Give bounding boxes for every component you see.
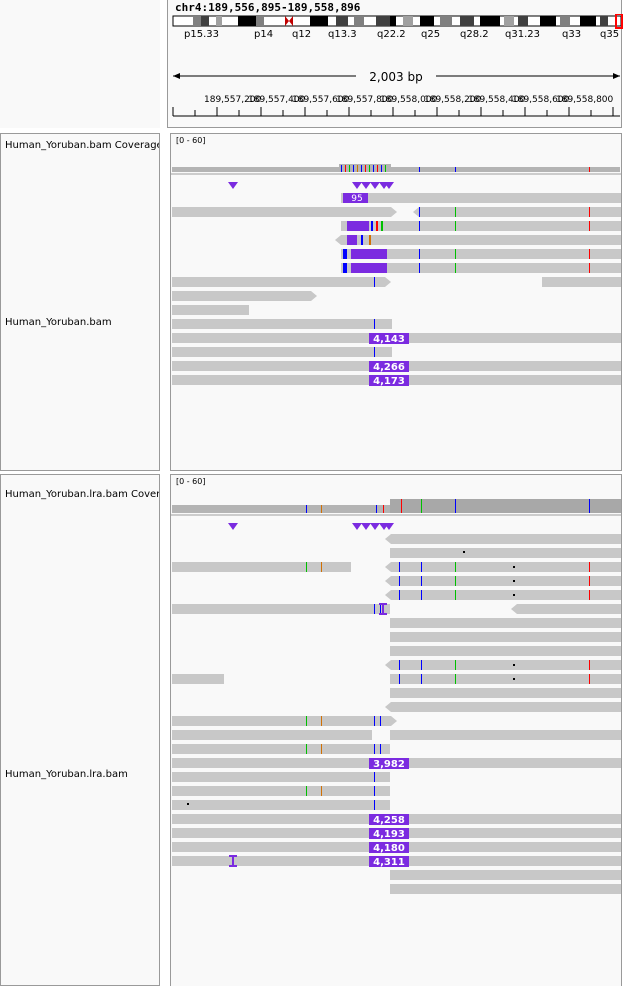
tick-label: 189,558,600: [512, 95, 570, 105]
track1-range-label: [0 - 60]: [176, 136, 206, 145]
track2-insertion-labels: 3,982 4,258 4,193 4,180 4,311: [369, 758, 409, 868]
chrom-marker: [615, 14, 623, 29]
track1-insertion-labels: 95 4,143 4,266 4,173: [346, 193, 409, 387]
ruler[interactable]: 2,003 bp 189,557,200 189,557,400 189,557…: [168, 60, 623, 120]
track1-view[interactable]: 95 4,143 4,266 4,173: [171, 134, 621, 470]
band-label: p15.33: [184, 29, 219, 40]
track1-data-panel[interactable]: [0 - 60]: [170, 133, 622, 471]
tick-label: 189,558,200: [424, 95, 482, 105]
band-label: q35: [600, 29, 619, 40]
track1-reads: [172, 193, 621, 385]
track2-insertion-markers: [228, 523, 394, 530]
track2-coverage-name[interactable]: Human_Yoruban.lra.bam Coverage: [5, 489, 159, 500]
band-label: q28.2: [460, 29, 489, 40]
insertion-label: 4,143: [373, 334, 405, 345]
insertion-label: 3,982: [373, 759, 405, 770]
track2-view[interactable]: 3,982 4,258 4,193 4,180 4,311: [171, 475, 621, 987]
insertion-label: 4,173: [373, 376, 405, 387]
band-label: q31.23: [505, 29, 540, 40]
track2-mismatches: [187, 551, 590, 810]
track1-alignment-name[interactable]: Human_Yoruban.bam: [5, 317, 112, 328]
insertion-label: 4,266: [373, 362, 405, 373]
tick-label: 189,557,600: [292, 95, 350, 105]
tick-label: 189,558,800: [556, 95, 614, 105]
insertion-label: 4,180: [373, 843, 405, 854]
locus-label: chr4:189,556,895-189,558,896: [175, 1, 361, 14]
track1-name-panel: [0, 133, 160, 471]
ruler-tick-labels: 189,557,200 189,557,400 189,557,600 189,…: [204, 95, 614, 105]
tick-label: 189,557,800: [336, 95, 394, 105]
band-label: q33: [562, 29, 581, 40]
tick-label: 189,557,200: [204, 95, 262, 105]
track2-name-panel: [0, 474, 160, 986]
track2-small-insertions: [229, 603, 387, 867]
band-label: q22.2: [377, 29, 406, 40]
track2-reads: [172, 534, 621, 894]
insertion-label: 4,193: [373, 829, 405, 840]
track1-coverage: [172, 164, 620, 172]
track2-range-label: [0 - 60]: [176, 477, 206, 486]
insertion-label: 4,311: [373, 857, 405, 868]
span-label: 2,003 bp: [369, 70, 422, 84]
insertion-label: 4,258: [373, 815, 405, 826]
header-panel: chr4:189,556,895-189,558,896 p15.33 p14 …: [167, 0, 623, 128]
ruler-ticks: [172, 107, 614, 116]
insertion-label: 95: [351, 194, 362, 204]
track1-mismatches: [343, 193, 590, 357]
header-name-panel: [0, 0, 160, 128]
track2-coverage: [172, 499, 621, 513]
track1-coverage-name[interactable]: Human_Yoruban.bam Coverage: [5, 140, 159, 151]
band-label: q12: [292, 29, 311, 40]
band-label: q25: [421, 29, 440, 40]
tick-label: 189,557,400: [248, 95, 306, 105]
track2-alignment-name[interactable]: Human_Yoruban.lra.bam: [5, 769, 128, 780]
ideogram[interactable]: p15.33 p14 q12 q13.3 q22.2 q25 q28.2 q31…: [168, 14, 623, 59]
track1-insertion-markers: [228, 182, 394, 189]
track2-data-panel[interactable]: [0 - 60]: [170, 474, 622, 986]
tick-label: 189,558,400: [468, 95, 526, 105]
band-label: q13.3: [328, 29, 357, 40]
tick-label: 189,558,000: [380, 95, 438, 105]
band-label: p14: [254, 29, 273, 40]
